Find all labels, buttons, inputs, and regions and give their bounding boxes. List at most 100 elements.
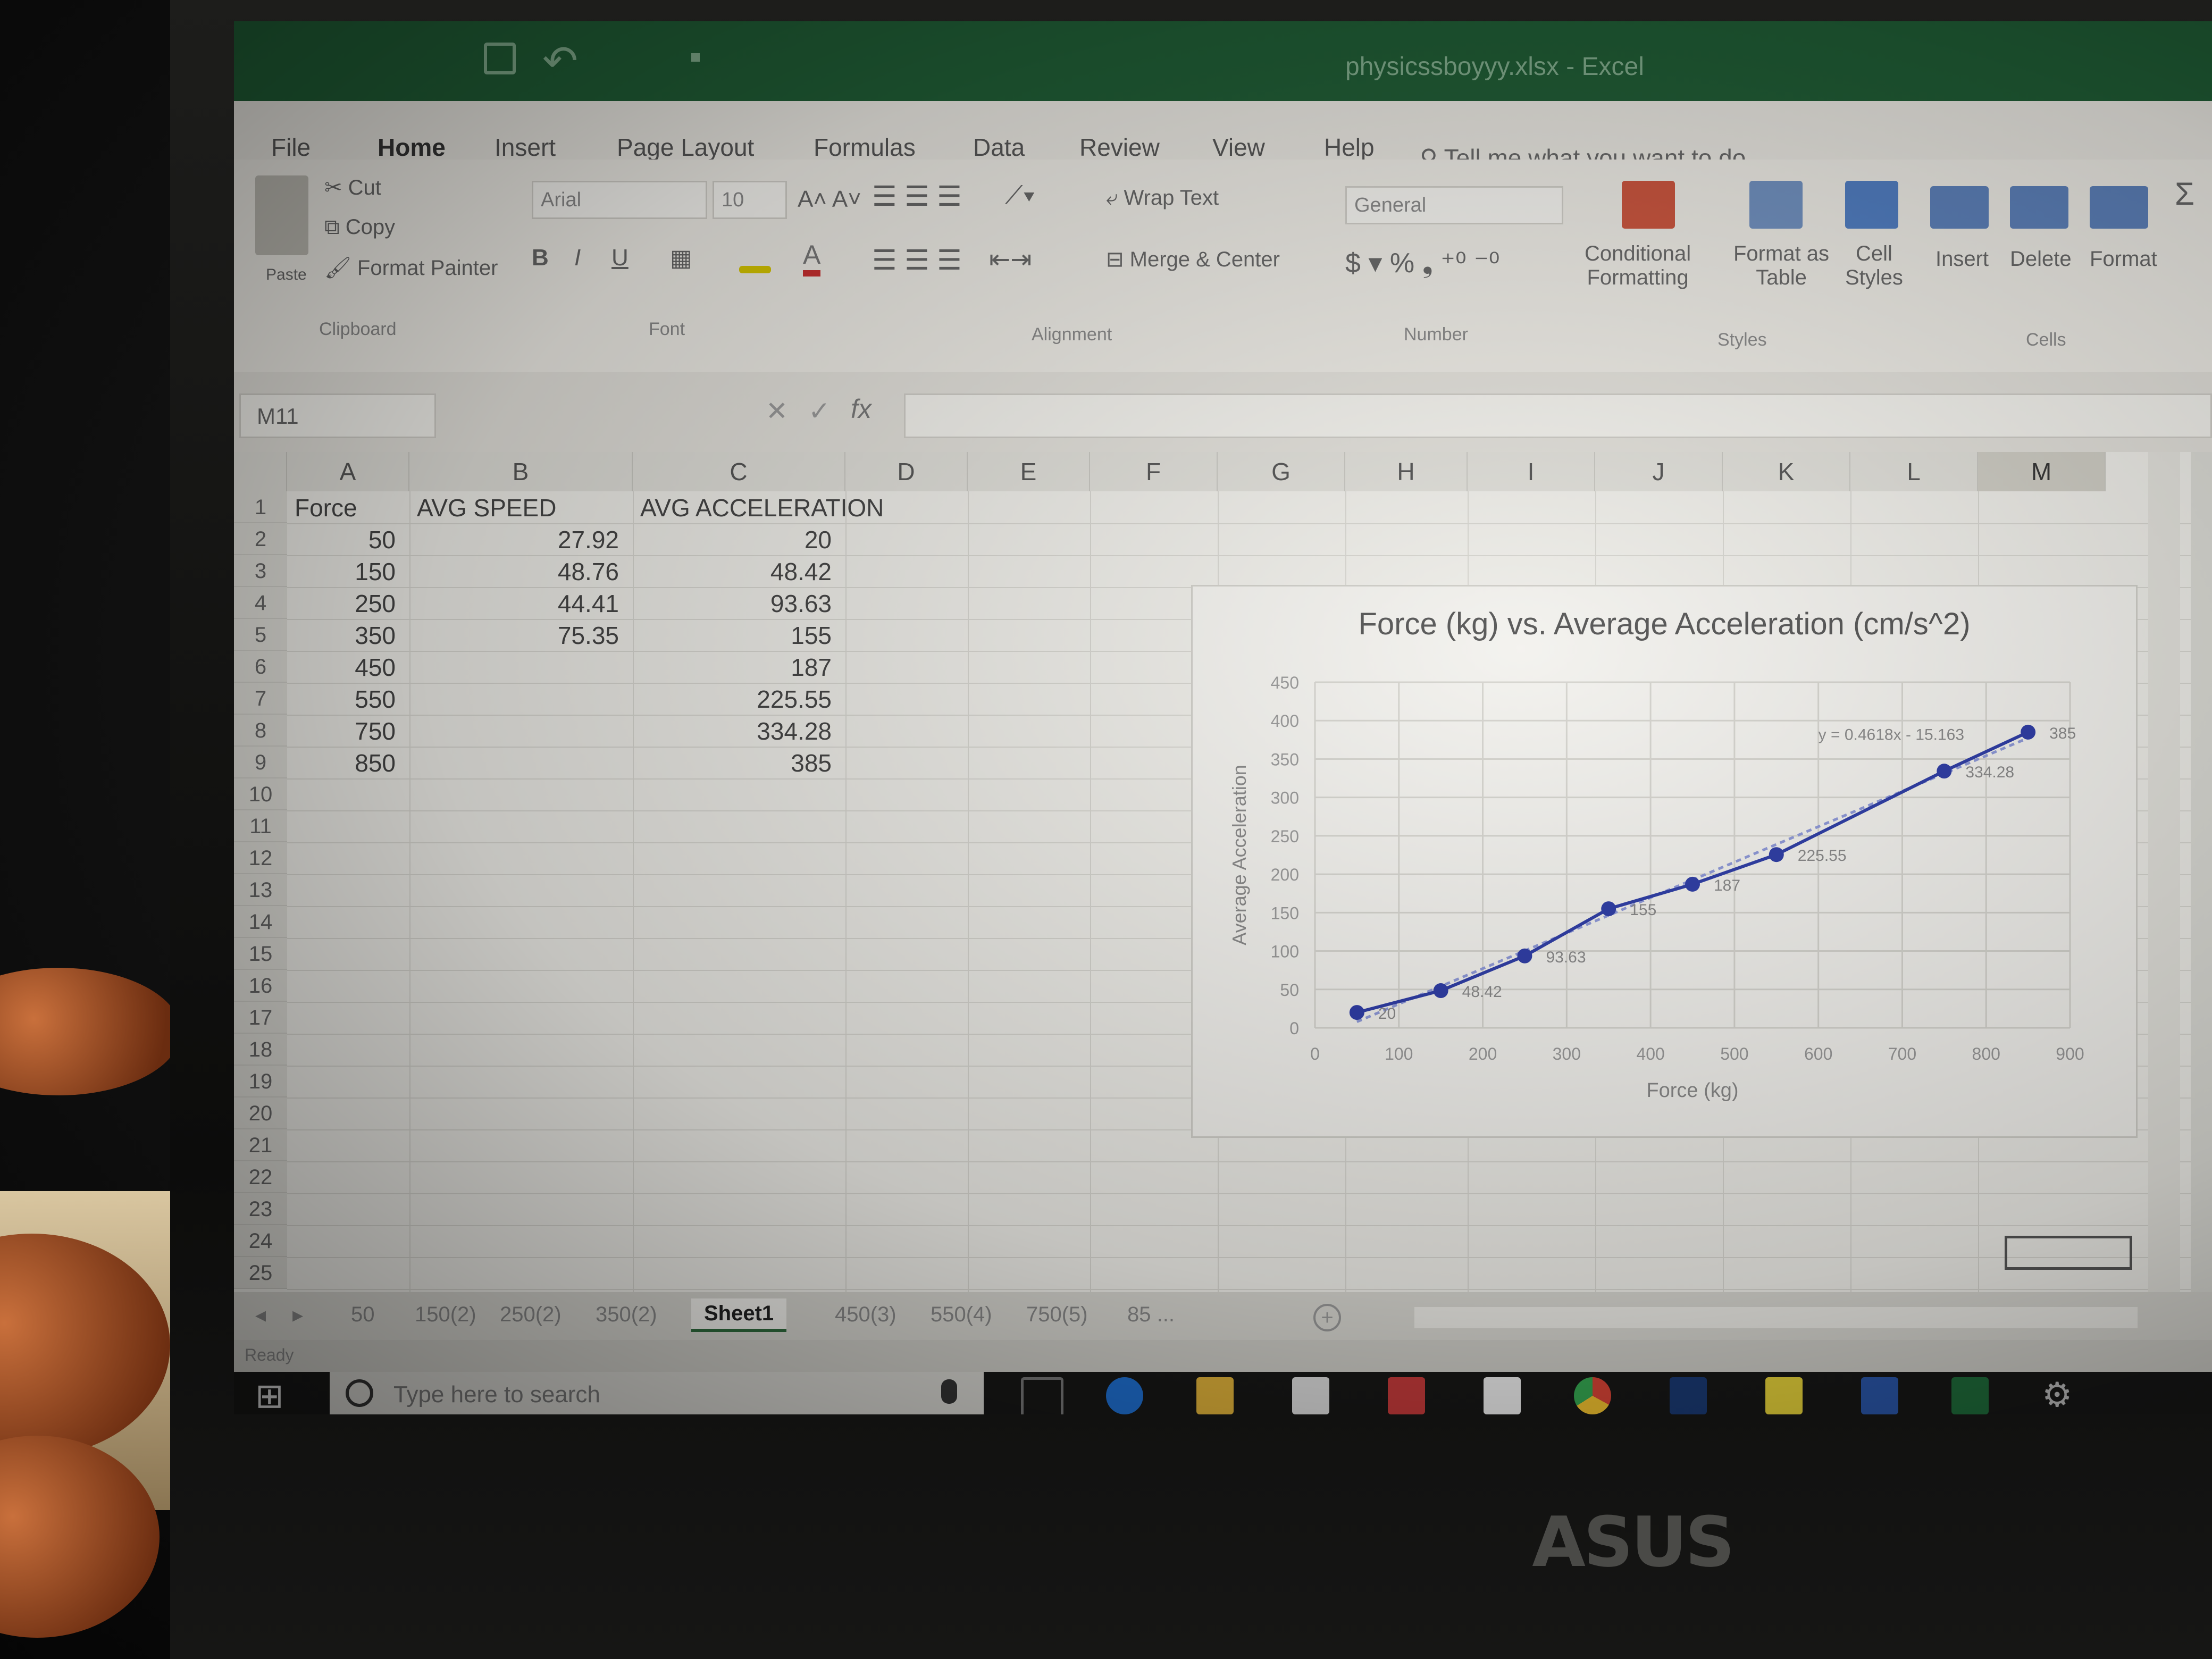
undo-icon[interactable]: ↶ bbox=[542, 37, 579, 85]
format-cells-icon[interactable] bbox=[2090, 186, 2148, 229]
column-header-i[interactable]: I bbox=[1468, 452, 1595, 491]
autosum-icon[interactable]: Σ bbox=[2175, 176, 2195, 212]
insert-function-icon[interactable]: fx bbox=[851, 394, 872, 424]
row-header[interactable]: 13 bbox=[234, 874, 287, 906]
file-explorer-icon[interactable] bbox=[1196, 1377, 1234, 1414]
row-header[interactable]: 25 bbox=[234, 1257, 287, 1289]
force-cell[interactable]: 750 bbox=[355, 717, 396, 745]
force-cell[interactable]: 250 bbox=[355, 590, 396, 617]
tab-help[interactable]: Help bbox=[1324, 133, 1375, 161]
row-header[interactable]: 17 bbox=[234, 1002, 287, 1034]
cell-styles-button[interactable]: Cell Styles bbox=[1845, 242, 1903, 290]
force-cell[interactable]: 450 bbox=[355, 653, 396, 681]
row-header[interactable]: 15 bbox=[234, 938, 287, 970]
conditional-formatting-icon[interactable] bbox=[1622, 181, 1675, 229]
row-header[interactable]: 24 bbox=[234, 1225, 287, 1257]
microphone-icon[interactable] bbox=[941, 1379, 957, 1404]
column-header-f[interactable]: F bbox=[1090, 452, 1218, 491]
avg-accel-cell[interactable]: 48.42 bbox=[770, 558, 832, 585]
row-header[interactable]: 7 bbox=[234, 683, 287, 715]
avg-accel-cell[interactable]: 385 bbox=[791, 749, 832, 777]
paste-label[interactable]: Paste bbox=[266, 266, 307, 283]
row-header[interactable]: 19 bbox=[234, 1066, 287, 1097]
italic-icon[interactable]: I bbox=[574, 245, 581, 271]
avg-accel-cell[interactable]: 155 bbox=[791, 622, 832, 649]
indent-icon[interactable]: ⇤⇥ bbox=[989, 246, 1032, 274]
avg-speed-cell[interactable]: 27.92 bbox=[557, 526, 619, 554]
sheet-tab[interactable]: 550(4) bbox=[931, 1303, 992, 1326]
active-cell-selection[interactable] bbox=[2005, 1236, 2132, 1270]
sheet-tab[interactable]: 350(2) bbox=[596, 1303, 657, 1326]
row-header[interactable]: 20 bbox=[234, 1097, 287, 1129]
font-size-combo[interactable]: 10 bbox=[713, 181, 787, 219]
save-icon[interactable] bbox=[484, 43, 516, 74]
row-header[interactable]: 16 bbox=[234, 970, 287, 1002]
align-top-icon[interactable]: ☰ ☰ ☰ bbox=[872, 181, 962, 212]
chrome-icon[interactable] bbox=[1574, 1377, 1611, 1414]
force-cell[interactable]: 850 bbox=[355, 749, 396, 777]
force-cell[interactable]: 50 bbox=[368, 526, 396, 554]
avg-speed-cell[interactable]: 44.41 bbox=[557, 590, 619, 617]
sheet-tab[interactable]: 85 ... bbox=[1127, 1303, 1175, 1326]
copy-button[interactable]: ⧉ Copy bbox=[324, 215, 396, 239]
row-header[interactable]: 1 bbox=[234, 491, 287, 523]
row-header[interactable]: 22 bbox=[234, 1161, 287, 1193]
name-box[interactable]: M11 bbox=[239, 393, 436, 438]
horizontal-scrollbar[interactable] bbox=[1414, 1307, 2138, 1328]
format-as-table-button[interactable]: Format as Table bbox=[1733, 242, 1829, 290]
row-header[interactable]: 4 bbox=[234, 587, 287, 619]
fill-color-icon[interactable] bbox=[739, 266, 771, 273]
row-header[interactable]: 11 bbox=[234, 810, 287, 842]
row-header[interactable]: 18 bbox=[234, 1034, 287, 1066]
row-header[interactable]: 2 bbox=[234, 523, 287, 555]
word-icon[interactable] bbox=[1861, 1377, 1898, 1414]
font-color-icon[interactable]: A bbox=[803, 239, 821, 276]
header-cell[interactable]: Force bbox=[295, 494, 357, 522]
sheet-tab[interactable]: 450(3) bbox=[835, 1303, 896, 1326]
force-cell[interactable]: 550 bbox=[355, 685, 396, 713]
mail-icon[interactable] bbox=[1484, 1377, 1521, 1414]
conditional-formatting-button[interactable]: Conditional Formatting bbox=[1585, 242, 1691, 290]
column-header-h[interactable]: H bbox=[1345, 452, 1468, 491]
wrap-text-button[interactable]: ⤶ Wrap Text bbox=[1106, 186, 1219, 210]
avg-accel-cell[interactable]: 334.28 bbox=[757, 717, 832, 745]
number-format-combo[interactable]: General bbox=[1345, 186, 1563, 224]
add-sheet-icon[interactable]: + bbox=[1313, 1304, 1341, 1331]
avg-speed-cell[interactable]: 75.35 bbox=[557, 622, 619, 649]
delete-cells-button[interactable]: Delete bbox=[2010, 247, 2072, 271]
scatter-chart[interactable]: Force (kg) vs. Average Acceleration (cm/… bbox=[1191, 585, 2138, 1138]
borders-icon[interactable]: ▦ bbox=[670, 245, 692, 271]
avg-accel-cell[interactable]: 20 bbox=[804, 526, 832, 554]
column-header-a[interactable]: A bbox=[287, 452, 409, 491]
quick-access-more-icon[interactable] bbox=[691, 53, 700, 62]
format-painter-button[interactable]: 🖌 Format Painter bbox=[324, 256, 498, 280]
gift-app-icon[interactable] bbox=[1388, 1377, 1425, 1414]
header-cell[interactable]: AVG SPEED bbox=[417, 494, 557, 522]
orientation-icon[interactable]: ⟋▾ bbox=[1005, 181, 1036, 210]
windows-start-icon[interactable]: ⊞ bbox=[255, 1377, 284, 1414]
column-header-g[interactable]: G bbox=[1218, 452, 1345, 491]
select-all-corner[interactable] bbox=[234, 452, 287, 491]
photoshop-icon[interactable] bbox=[1670, 1377, 1707, 1414]
insert-cells-icon[interactable] bbox=[1930, 186, 1989, 229]
sheet-tab[interactable]: 250(2) bbox=[500, 1303, 562, 1326]
column-header-l[interactable]: L bbox=[1850, 452, 1978, 491]
cell-styles-icon[interactable] bbox=[1845, 181, 1898, 229]
row-header[interactable]: 8 bbox=[234, 715, 287, 747]
align-left-icon[interactable]: ☰ ☰ ☰ bbox=[872, 245, 962, 276]
column-header-j[interactable]: J bbox=[1595, 452, 1723, 491]
taskbar-search[interactable]: Type here to search bbox=[330, 1372, 984, 1414]
avg-accel-cell[interactable]: 93.63 bbox=[770, 590, 832, 617]
grow-font-icon[interactable]: A˄ A˅ bbox=[798, 186, 861, 212]
column-header-k[interactable]: K bbox=[1723, 452, 1850, 491]
row-header[interactable]: 10 bbox=[234, 778, 287, 810]
excel-icon[interactable] bbox=[1951, 1377, 1989, 1414]
force-cell[interactable]: 150 bbox=[355, 558, 396, 585]
row-header[interactable]: 6 bbox=[234, 651, 287, 683]
paste-icon[interactable] bbox=[255, 175, 308, 255]
row-header[interactable]: 12 bbox=[234, 842, 287, 874]
column-header-b[interactable]: B bbox=[409, 452, 633, 491]
avg-speed-cell[interactable]: 48.76 bbox=[557, 558, 619, 585]
tab-insert[interactable]: Insert bbox=[495, 133, 556, 161]
sheet-tab[interactable]: 150(2) bbox=[415, 1303, 476, 1326]
